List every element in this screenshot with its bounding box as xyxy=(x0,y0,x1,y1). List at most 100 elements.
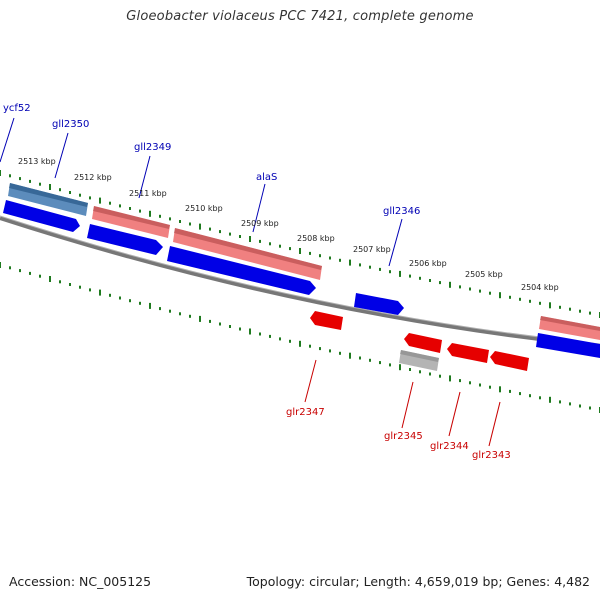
minor-tick xyxy=(309,344,311,348)
minor-tick xyxy=(29,271,31,275)
major-tick xyxy=(399,270,401,277)
minor-tick xyxy=(479,289,481,293)
minor-tick xyxy=(559,400,561,404)
position-label: 2512 kbp xyxy=(74,173,112,182)
minor-tick xyxy=(409,368,411,371)
major-tick xyxy=(99,197,101,204)
feature-cds-right[interactable] xyxy=(536,333,600,358)
minor-tick xyxy=(259,239,261,243)
minor-tick xyxy=(459,285,461,289)
major-tick xyxy=(149,210,151,217)
feature-cds-glr2347[interactable] xyxy=(310,311,343,330)
minor-tick xyxy=(109,293,111,297)
minor-tick xyxy=(129,207,131,210)
minor-tick xyxy=(489,291,491,295)
gene-label-glr2343[interactable]: glr2343 xyxy=(472,450,511,461)
minor-tick xyxy=(39,182,41,186)
feature-rna-alaS[interactable] xyxy=(173,228,322,280)
gene-label-glr2344[interactable]: glr2344 xyxy=(430,441,469,452)
minor-tick xyxy=(439,281,441,285)
minor-tick xyxy=(89,288,91,292)
position-label: 2509 kbp xyxy=(241,219,279,228)
major-tick xyxy=(299,340,301,347)
minor-tick xyxy=(319,347,321,351)
minor-tick xyxy=(339,351,341,355)
major-tick xyxy=(549,396,551,403)
minor-tick xyxy=(359,356,361,360)
lower-leader-lines xyxy=(304,359,501,447)
minor-tick xyxy=(259,332,261,336)
gene-label-gll2349[interactable]: gll2349 xyxy=(134,142,171,153)
minor-tick xyxy=(69,283,71,286)
major-tick xyxy=(449,375,451,382)
feature-cds-alaS[interactable] xyxy=(167,246,316,295)
feature-cds-ycf52[interactable] xyxy=(3,200,80,232)
topology-label: Topology: circular; Length: 4,659,019 bp… xyxy=(246,574,590,589)
minor-tick xyxy=(129,299,131,303)
genome-backbone-highlight xyxy=(0,215,600,345)
minor-tick xyxy=(159,214,161,218)
genome-backbone xyxy=(0,216,600,348)
minor-tick xyxy=(589,311,591,315)
minor-tick xyxy=(89,196,91,200)
minor-tick xyxy=(59,280,61,284)
minor-tick xyxy=(289,247,291,251)
minor-tick xyxy=(419,370,421,374)
minor-tick xyxy=(529,299,531,303)
gene-label-gll2350[interactable]: gll2350 xyxy=(52,119,89,130)
minor-tick xyxy=(379,361,381,365)
minor-tick xyxy=(9,174,11,178)
gene-label-alaS[interactable]: alaS xyxy=(256,172,277,183)
position-label: 2508 kbp xyxy=(297,234,335,243)
upper-gene-labels: ycf52 gll2350 gll2349 alaS gll2346 xyxy=(3,103,420,217)
minor-tick xyxy=(159,307,161,311)
major-tick xyxy=(349,259,351,266)
feature-rna-gll2349[interactable] xyxy=(92,206,170,238)
position-label: 2513 kbp xyxy=(18,157,56,166)
gene-label-ycf52[interactable]: ycf52 xyxy=(3,103,31,114)
gene-label-glr2345[interactable]: glr2345 xyxy=(384,431,423,442)
minor-tick xyxy=(119,204,121,208)
feature-rna-ycf52[interactable] xyxy=(8,183,88,216)
minor-tick xyxy=(279,337,281,341)
feature-cds-glr2343[interactable] xyxy=(490,351,529,371)
minor-tick xyxy=(339,258,341,262)
position-label: 2507 kbp xyxy=(353,245,391,254)
feature-cds-gll2350[interactable] xyxy=(87,224,163,255)
lower-tick-track xyxy=(0,262,600,413)
major-tick xyxy=(249,236,251,242)
minor-tick xyxy=(429,279,431,282)
minor-tick xyxy=(219,230,221,234)
lower-gene-labels: glr2347 glr2345 glr2344 glr2343 xyxy=(286,407,511,461)
feature-pseudo[interactable] xyxy=(399,350,439,371)
position-label: 2504 kbp xyxy=(521,283,559,292)
position-label: 2511 kbp xyxy=(129,189,167,198)
minor-tick xyxy=(79,193,81,197)
minor-tick xyxy=(409,274,411,278)
gene-label-gll2346[interactable]: gll2346 xyxy=(383,206,420,217)
minor-tick xyxy=(169,217,171,221)
feature-cds-glr2344[interactable] xyxy=(447,343,489,363)
minor-tick xyxy=(209,319,211,323)
minor-tick xyxy=(219,322,221,326)
major-tick xyxy=(0,262,1,268)
minor-tick xyxy=(269,334,271,338)
feature-cds-gll2346[interactable] xyxy=(354,293,404,315)
minor-tick xyxy=(279,244,281,248)
major-tick xyxy=(249,328,251,335)
minor-tick xyxy=(489,385,491,389)
gene-label-glr2347[interactable]: glr2347 xyxy=(286,407,325,418)
minor-tick xyxy=(139,209,141,213)
upper-leader-lines xyxy=(0,117,403,267)
position-label: 2506 kbp xyxy=(409,259,447,268)
major-tick xyxy=(499,386,501,393)
feature-cds-glr2345[interactable] xyxy=(404,333,442,353)
major-tick xyxy=(499,292,501,299)
minor-tick xyxy=(309,251,311,255)
minor-tick xyxy=(109,201,111,205)
minor-tick xyxy=(79,285,81,289)
major-tick xyxy=(49,184,51,190)
minor-tick xyxy=(239,235,241,238)
feature-rna-right[interactable] xyxy=(539,316,600,340)
